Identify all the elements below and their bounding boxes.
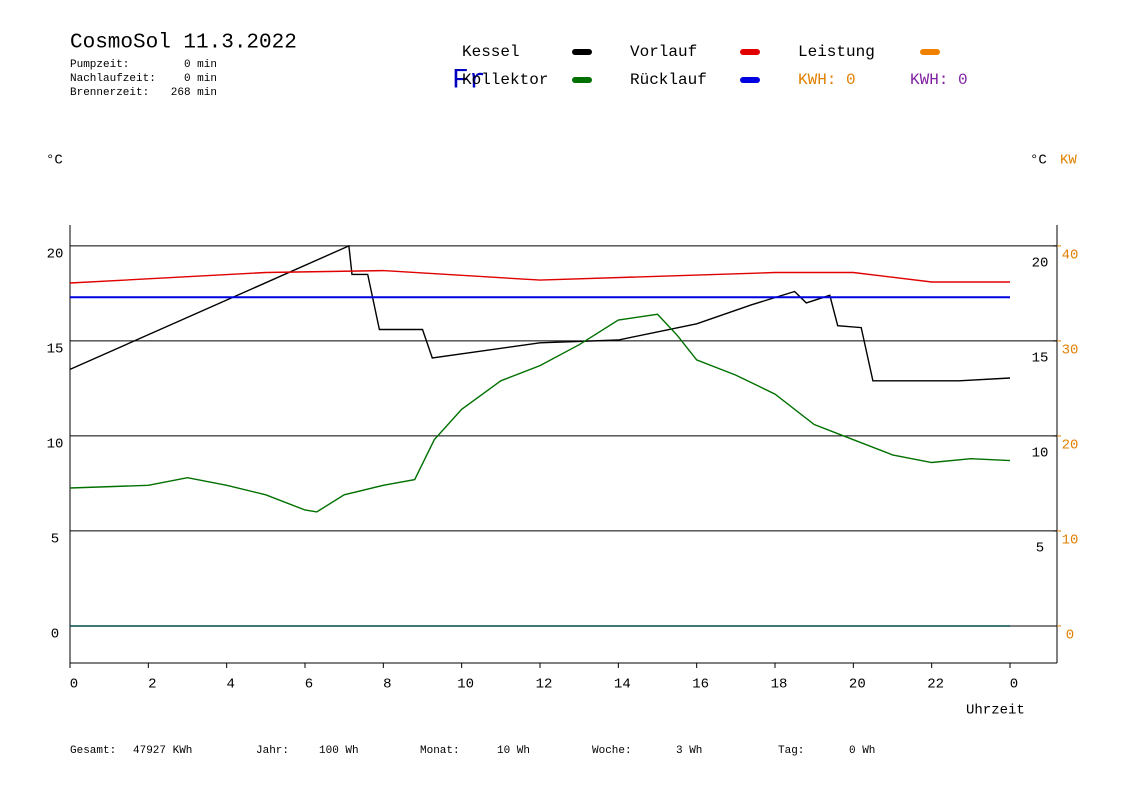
- x-tick-label: 10: [457, 677, 474, 693]
- legend-label: Kessel: [462, 43, 520, 61]
- y2-tick-label: 5: [1036, 541, 1044, 557]
- legend-label: Rücklauf: [630, 71, 707, 89]
- title: CosmoSol 11.3.2022: [70, 32, 297, 55]
- footer-label: Monat:: [420, 745, 460, 757]
- y3-tick-label: 0: [1066, 628, 1074, 644]
- y2-tick-label: 20: [1032, 256, 1049, 272]
- y-tick-label: 20: [47, 247, 64, 263]
- footer-value: 10 Wh: [497, 745, 530, 757]
- y2-tick-label: 15: [1032, 351, 1049, 367]
- footer-value: 3 Wh: [676, 745, 702, 757]
- y-tick-label: 15: [47, 342, 64, 358]
- stat-value: 0 min: [184, 73, 217, 85]
- x-tick-label: 12: [536, 677, 553, 693]
- footer-label: Tag:: [778, 745, 804, 757]
- y-tick-label: 5: [51, 532, 59, 548]
- x-tick-label: 22: [927, 677, 944, 693]
- x-tick-label: 20: [849, 677, 866, 693]
- y-tick-label: 0: [51, 627, 59, 643]
- x-tick-label: 4: [226, 677, 234, 693]
- series-line: [69, 313, 1011, 513]
- y-axis-label: °C: [46, 153, 63, 169]
- series-line: [69, 269, 1010, 284]
- legend-label: Leistung: [798, 43, 875, 61]
- y-tick-label: 10: [47, 437, 64, 453]
- stat-label: Pumpzeit:: [70, 59, 129, 71]
- x-tick-label: 2: [148, 677, 156, 693]
- x-tick-label: 16: [692, 677, 709, 693]
- stat-label: Nachlaufzeit:: [70, 73, 156, 85]
- legend-label: Vorlauf: [630, 43, 697, 61]
- x-tick-label: 0: [1010, 677, 1018, 693]
- footer-label: Woche:: [592, 745, 632, 757]
- stat-label: Brennerzeit:: [70, 87, 149, 99]
- y3-axis-label: KW: [1060, 153, 1077, 169]
- footer-value: 100 Wh: [319, 745, 359, 757]
- footer-label: Gesamt:: [70, 745, 116, 757]
- legend-label: Kollektor: [462, 71, 548, 89]
- footer-label: Jahr:: [256, 745, 289, 757]
- x-tick-label: 8: [383, 677, 391, 693]
- x-tick-label: 0: [70, 677, 78, 693]
- energy-label: KWH: 0: [910, 71, 968, 89]
- stat-value: 0 min: [184, 59, 217, 71]
- weekday: Fr: [452, 65, 486, 96]
- x-tick-label: 6: [305, 677, 313, 693]
- y3-tick-label: 10: [1062, 533, 1079, 549]
- y2-tick-label: 10: [1032, 446, 1049, 462]
- footer-value: 47927 KWh: [133, 745, 192, 757]
- y3-tick-label: 30: [1062, 343, 1079, 359]
- x-tick-label: 14: [614, 677, 631, 693]
- y3-tick-label: 20: [1062, 438, 1079, 454]
- energy-label: KWH: 0: [798, 71, 856, 89]
- y3-tick-label: 40: [1062, 248, 1079, 264]
- footer-value: 0 Wh: [849, 745, 875, 757]
- x-tick-label: 18: [771, 677, 788, 693]
- stat-value: 268 min: [171, 87, 217, 99]
- series-line: [69, 244, 1011, 382]
- x-axis-label: Uhrzeit: [966, 703, 1025, 719]
- y2-axis-label: °C: [1030, 153, 1047, 169]
